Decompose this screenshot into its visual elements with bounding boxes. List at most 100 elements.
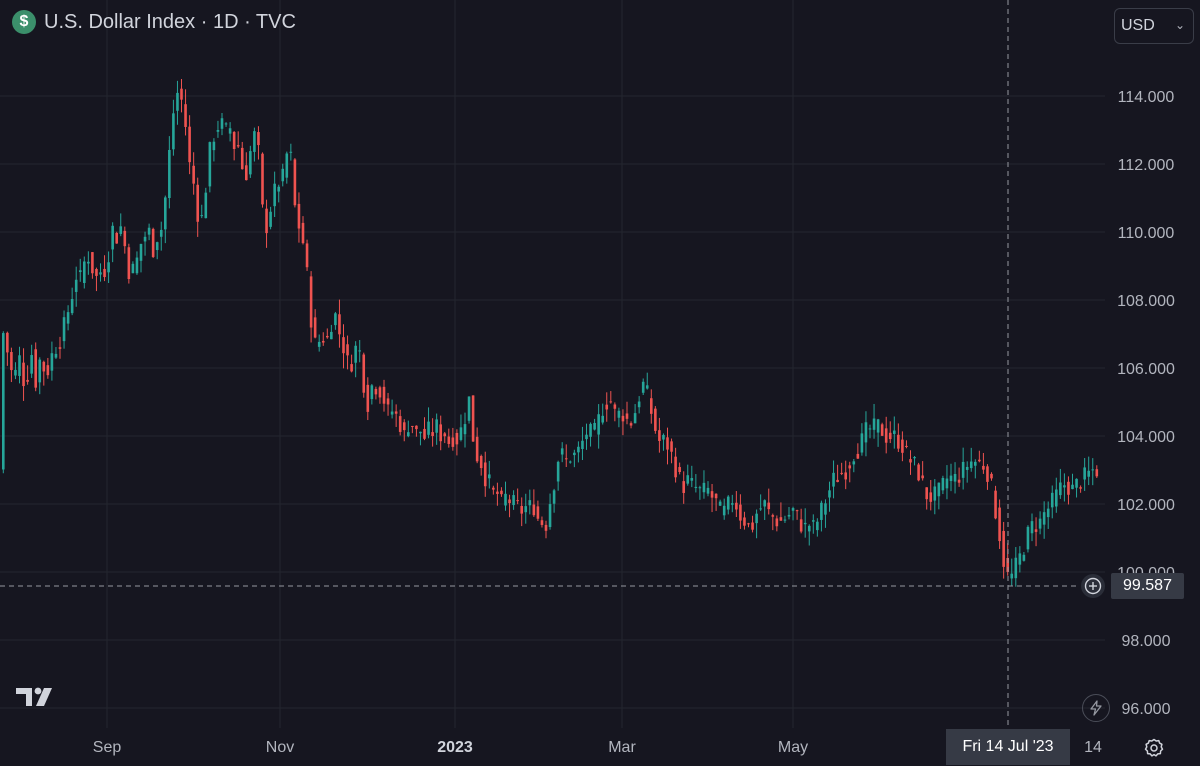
candle-body bbox=[880, 424, 884, 436]
candle-body bbox=[617, 410, 621, 418]
candle bbox=[342, 324, 345, 369]
candle bbox=[605, 392, 609, 422]
candle-body bbox=[662, 434, 665, 440]
candle bbox=[888, 421, 892, 444]
candle bbox=[309, 271, 313, 343]
candle-body bbox=[208, 142, 212, 187]
candle-body bbox=[974, 461, 977, 466]
candle bbox=[398, 409, 402, 436]
candle bbox=[508, 494, 511, 518]
candle-body bbox=[224, 123, 228, 125]
candle-body bbox=[366, 384, 370, 412]
tradingview-logo-icon[interactable] bbox=[16, 686, 60, 713]
crosshair-price-label: 99.587 bbox=[1111, 573, 1184, 599]
candle bbox=[103, 255, 106, 282]
candle bbox=[423, 417, 426, 441]
candle-body bbox=[50, 353, 54, 371]
candle bbox=[593, 418, 596, 431]
candle-body bbox=[172, 113, 175, 150]
candle-body bbox=[1087, 470, 1090, 477]
candle bbox=[496, 482, 499, 506]
candle-body bbox=[447, 436, 451, 444]
candle bbox=[500, 487, 503, 497]
candle bbox=[455, 429, 459, 456]
candle-body bbox=[459, 427, 463, 440]
symbol-title[interactable]: U.S. Dollar Index · 1D · TVC bbox=[44, 10, 296, 33]
candle bbox=[483, 451, 487, 497]
y-tick-label: 110.000 bbox=[1118, 225, 1175, 242]
candle-body bbox=[504, 493, 507, 506]
add-plus-icon[interactable] bbox=[1081, 574, 1105, 598]
candle-body bbox=[520, 505, 523, 514]
candle bbox=[180, 78, 183, 113]
candle bbox=[46, 357, 50, 379]
candle-body bbox=[645, 385, 649, 389]
candle-body bbox=[901, 439, 904, 453]
candle bbox=[512, 490, 515, 510]
candle-body bbox=[731, 503, 734, 505]
candle bbox=[650, 389, 653, 424]
candle bbox=[42, 360, 46, 386]
candle bbox=[1018, 546, 1022, 573]
candle bbox=[1067, 476, 1070, 505]
candle-body bbox=[330, 331, 333, 340]
candle-body bbox=[483, 462, 487, 487]
candle-body bbox=[285, 153, 289, 178]
y-tick-label: 114.000 bbox=[1118, 89, 1175, 106]
candle bbox=[718, 499, 722, 506]
candle-body bbox=[994, 490, 997, 519]
candle bbox=[204, 187, 208, 219]
candle bbox=[390, 399, 394, 419]
candle bbox=[6, 331, 9, 366]
candle-body bbox=[698, 487, 702, 489]
candle bbox=[1087, 456, 1090, 486]
candle-body bbox=[95, 268, 98, 276]
candle-body bbox=[415, 425, 418, 430]
candle-body bbox=[929, 492, 933, 502]
candle bbox=[504, 481, 507, 511]
candle-body bbox=[301, 222, 305, 244]
candle-body bbox=[273, 183, 276, 207]
candle bbox=[601, 403, 604, 425]
currency-dropdown[interactable]: USD ⌄ bbox=[1114, 8, 1194, 44]
candle-body bbox=[577, 446, 580, 453]
candle-body bbox=[893, 430, 896, 434]
candle-body bbox=[990, 473, 993, 479]
crosshair bbox=[0, 0, 1080, 729]
candle-body bbox=[1014, 557, 1018, 579]
candle-body bbox=[87, 261, 90, 264]
candle bbox=[83, 256, 86, 289]
candle bbox=[1071, 473, 1074, 490]
candle-body bbox=[253, 131, 256, 152]
candle-body bbox=[164, 197, 167, 230]
lightning-icon[interactable] bbox=[1082, 694, 1110, 722]
candle-body bbox=[714, 493, 718, 499]
candle bbox=[443, 431, 447, 444]
candle-body bbox=[674, 456, 677, 478]
candle-body bbox=[455, 432, 459, 445]
candle bbox=[690, 465, 694, 488]
candle-body bbox=[184, 104, 187, 127]
settings-gear-icon[interactable] bbox=[1140, 734, 1168, 762]
candle bbox=[50, 341, 54, 381]
candle bbox=[285, 151, 289, 184]
candle bbox=[925, 487, 928, 510]
candle bbox=[1075, 478, 1078, 498]
candle-body bbox=[467, 396, 471, 421]
candle bbox=[678, 462, 681, 475]
candle bbox=[1059, 468, 1062, 499]
candle-body bbox=[135, 257, 139, 274]
candle-body bbox=[872, 418, 876, 430]
candle bbox=[415, 425, 418, 437]
candle-body bbox=[30, 355, 33, 374]
candle-body bbox=[540, 520, 544, 525]
candle-body bbox=[682, 481, 685, 493]
candle bbox=[828, 481, 831, 512]
candle-body bbox=[249, 151, 252, 175]
candle bbox=[346, 335, 349, 370]
candle-body bbox=[641, 381, 645, 393]
candle bbox=[714, 493, 718, 511]
candle-body bbox=[500, 490, 503, 495]
candle bbox=[459, 414, 463, 442]
